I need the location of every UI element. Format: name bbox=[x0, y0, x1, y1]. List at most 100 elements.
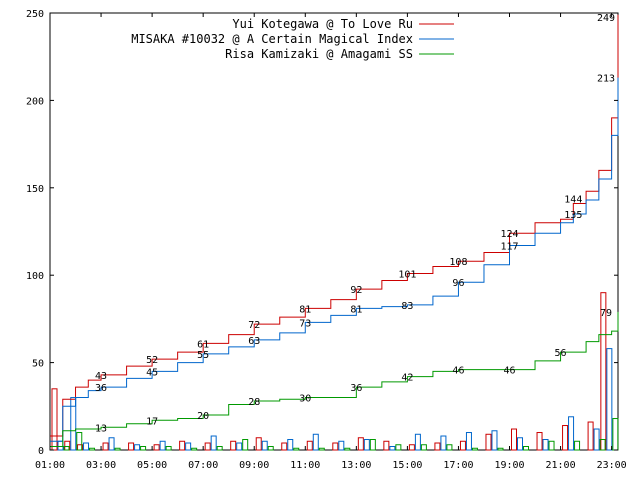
hourly-bar bbox=[548, 440, 555, 451]
hourly-bar bbox=[102, 442, 109, 451]
hourly-bar bbox=[446, 444, 453, 451]
legend-label: Yui Kotegawa @ To Love Ru bbox=[232, 17, 413, 31]
hourly-bar bbox=[318, 447, 325, 451]
hourly-bar bbox=[332, 442, 339, 451]
hourly-bar bbox=[440, 435, 447, 451]
hourly-bar bbox=[242, 439, 249, 451]
x-tick-label: 23:00 bbox=[597, 460, 627, 471]
point-label: 81 bbox=[299, 304, 311, 315]
hourly-bar bbox=[536, 432, 543, 451]
hourly-bar bbox=[293, 447, 300, 451]
x-tick-label: 17:00 bbox=[443, 460, 473, 471]
hourly-bar bbox=[568, 416, 575, 451]
point-label: 96 bbox=[452, 278, 464, 289]
point-label: 17 bbox=[146, 416, 158, 427]
y-tick-label: 250 bbox=[26, 9, 44, 20]
x-axis: 01:00 03:00 05:00 07:00 09:00 11:00 13:00 15:00… bbox=[35, 13, 627, 471]
point-label: 83 bbox=[401, 301, 413, 312]
hourly-bar bbox=[281, 442, 288, 451]
hourly-bar bbox=[465, 432, 472, 451]
x-tick-label: 21:00 bbox=[546, 460, 576, 471]
hourly-bar bbox=[338, 440, 345, 451]
hourly-bar bbox=[267, 446, 274, 451]
x-tick-label: 03:00 bbox=[86, 460, 116, 471]
hourly-bar bbox=[230, 440, 237, 451]
hourly-bar bbox=[434, 442, 441, 451]
hourly-bar bbox=[606, 348, 613, 451]
y-axis: 0 50 100 150 200 250 bbox=[26, 9, 618, 457]
hourly-bar bbox=[491, 430, 498, 451]
hourly-bar bbox=[134, 444, 141, 451]
hourly-bar bbox=[114, 447, 121, 451]
point-label: 46 bbox=[452, 366, 464, 377]
point-label: 135 bbox=[564, 210, 582, 221]
point-label: 92 bbox=[350, 285, 362, 296]
y-tick-label: 0 bbox=[38, 446, 44, 457]
hourly-bar bbox=[408, 444, 415, 451]
hourly-bar bbox=[89, 447, 96, 451]
point-label: 28 bbox=[248, 397, 260, 408]
point-label: 144 bbox=[564, 194, 582, 205]
point-label: 20 bbox=[197, 411, 209, 422]
hourly-bar bbox=[312, 433, 319, 451]
hourly-bar bbox=[357, 437, 364, 451]
point-label: 36 bbox=[95, 383, 107, 394]
hourly-bar bbox=[216, 446, 223, 451]
point-label: 213 bbox=[597, 74, 615, 85]
hourly-bar bbox=[511, 428, 518, 451]
hourly-bar bbox=[255, 437, 262, 451]
legend-label: MISAKA #10032 @ A Certain Magical Index bbox=[131, 32, 413, 46]
hourly-bar bbox=[236, 442, 243, 451]
y-tick-label: 50 bbox=[32, 359, 44, 370]
hourly-bar bbox=[165, 446, 172, 451]
x-tick-label: 15:00 bbox=[392, 460, 422, 471]
hourly-bar bbox=[344, 447, 351, 451]
point-labels: 43 52 61 72 81 92 101 108 124 144 249 36 45 55 63 73 81 8… bbox=[95, 13, 615, 434]
point-label: 73 bbox=[299, 318, 311, 329]
hourly-bar bbox=[179, 440, 186, 451]
x-tick-label: 05:00 bbox=[137, 460, 167, 471]
hourly-bar bbox=[389, 446, 396, 451]
y-tick-label: 100 bbox=[26, 271, 44, 282]
hourly-bar bbox=[383, 440, 390, 451]
x-tick-label: 13:00 bbox=[341, 460, 371, 471]
x-tick-label: 01:00 bbox=[35, 460, 65, 471]
y-tick-label: 200 bbox=[26, 96, 44, 107]
point-label: 55 bbox=[197, 350, 209, 361]
point-label: 63 bbox=[248, 336, 260, 347]
point-label: 52 bbox=[146, 355, 158, 366]
x-tick-label: 11:00 bbox=[290, 460, 320, 471]
point-label: 108 bbox=[449, 257, 467, 268]
point-label: 101 bbox=[398, 269, 416, 280]
hourly-bar bbox=[369, 439, 376, 451]
point-label: 81 bbox=[350, 304, 362, 315]
hourly-bar bbox=[587, 421, 594, 451]
hourly-bar bbox=[497, 447, 504, 451]
hourly-bar bbox=[523, 446, 530, 451]
cumulative-line bbox=[50, 311, 619, 448]
hourly-bar bbox=[485, 433, 492, 451]
y-tick-label: 150 bbox=[26, 184, 44, 195]
hourly-bar bbox=[185, 442, 192, 451]
hourly-bar bbox=[191, 447, 198, 451]
hourly-bar bbox=[83, 442, 90, 451]
point-label: 42 bbox=[401, 373, 413, 384]
point-label: 13 bbox=[95, 423, 107, 434]
hourly-bar bbox=[140, 446, 147, 451]
point-label: 124 bbox=[500, 229, 518, 240]
hourly-bar bbox=[108, 437, 115, 451]
hourly-bar bbox=[153, 444, 160, 451]
hourly-bar bbox=[574, 440, 581, 451]
hourly-bar bbox=[63, 446, 70, 451]
point-label: 43 bbox=[95, 371, 107, 382]
hourly-bar bbox=[76, 432, 83, 451]
hourly-bar bbox=[159, 440, 166, 451]
point-label: 36 bbox=[350, 383, 362, 394]
hourly-bar bbox=[459, 440, 466, 451]
hourly-bar bbox=[599, 439, 606, 451]
hourly-bar bbox=[70, 397, 77, 451]
hourly-bar bbox=[471, 447, 478, 451]
point-label: 117 bbox=[500, 241, 518, 252]
